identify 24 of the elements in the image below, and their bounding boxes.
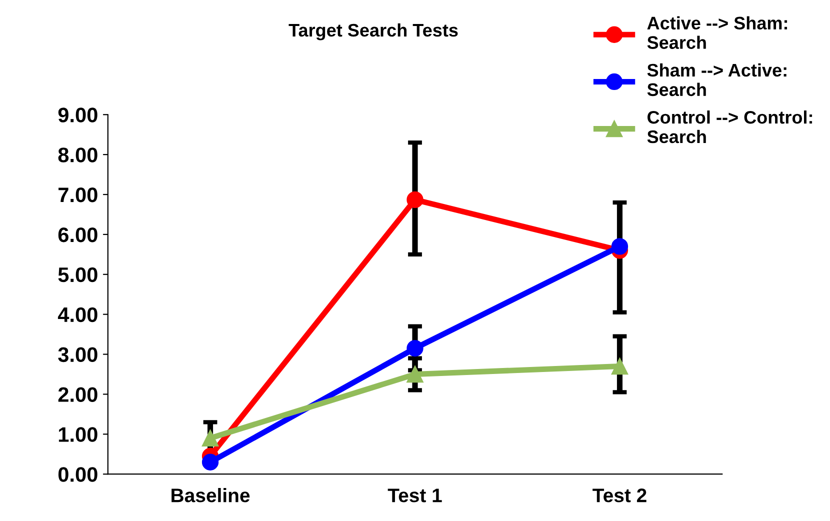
y-tick-label: 5.00: [58, 267, 98, 282]
point: [406, 191, 424, 208]
y-tick-label: 0.00: [58, 467, 98, 482]
y-tick-label: 9.00: [58, 108, 98, 122]
y-tick-label: 3.00: [58, 347, 98, 362]
y-tick-label: 8.00: [58, 148, 98, 162]
y-tick-label: 7.00: [58, 188, 98, 202]
point: [202, 454, 219, 470]
point: [406, 340, 424, 357]
legend-label: Sham --> Active: Search: [647, 63, 786, 96]
y-tick-label: 2.00: [58, 387, 98, 402]
y-tick-label: 1.00: [58, 427, 98, 442]
point: [611, 358, 628, 375]
point: [406, 366, 424, 383]
x-tick-label: Test 1: [388, 488, 442, 502]
y-tick-label: 6.00: [58, 227, 98, 242]
y-tick-label: 4.00: [58, 307, 98, 322]
point: [202, 430, 219, 446]
x-tick-label: Test 2: [592, 488, 646, 502]
point: [611, 238, 628, 255]
chart-title: Target Search Tests: [288, 23, 458, 40]
legend-label: Control --> Control: Search: [647, 110, 812, 144]
x-tick-label: Baseline: [172, 488, 250, 502]
legend-label: Active --> Sham: Search: [647, 16, 788, 49]
